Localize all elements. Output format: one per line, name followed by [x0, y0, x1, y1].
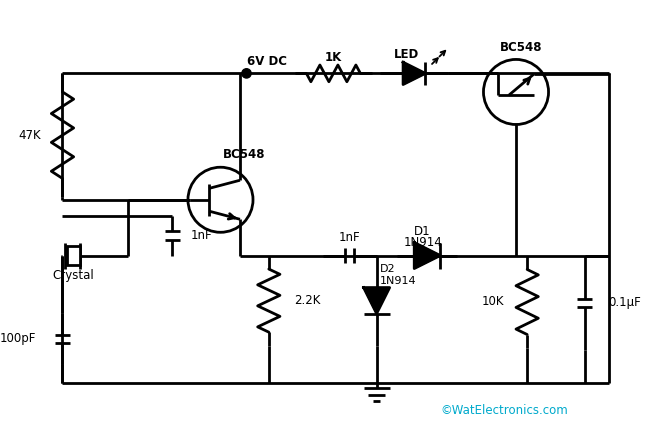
Text: 1nF: 1nF — [191, 229, 212, 242]
Text: 1K: 1K — [325, 51, 342, 64]
Text: D2: D2 — [381, 264, 396, 274]
Polygon shape — [364, 288, 390, 314]
Text: LED: LED — [394, 48, 419, 61]
Text: 100pF: 100pF — [0, 332, 37, 345]
Text: 1N914: 1N914 — [403, 236, 442, 249]
Polygon shape — [403, 62, 426, 85]
Text: Crystal: Crystal — [53, 269, 95, 282]
Polygon shape — [414, 243, 441, 268]
Text: 0.1μF: 0.1μF — [608, 297, 640, 310]
Text: 10K: 10K — [481, 296, 504, 309]
Text: 6V DC: 6V DC — [247, 55, 287, 68]
Bar — [67, 246, 80, 265]
Text: D1: D1 — [414, 225, 431, 238]
Text: 2.2K: 2.2K — [294, 294, 321, 307]
Text: BC548: BC548 — [223, 148, 265, 161]
Text: 1nF: 1nF — [339, 231, 361, 244]
Text: BC548: BC548 — [499, 41, 542, 54]
Text: 47K: 47K — [19, 129, 41, 142]
Text: 1N914: 1N914 — [381, 276, 417, 285]
Text: ©WatElectronics.com: ©WatElectronics.com — [440, 404, 568, 417]
Circle shape — [242, 69, 251, 78]
